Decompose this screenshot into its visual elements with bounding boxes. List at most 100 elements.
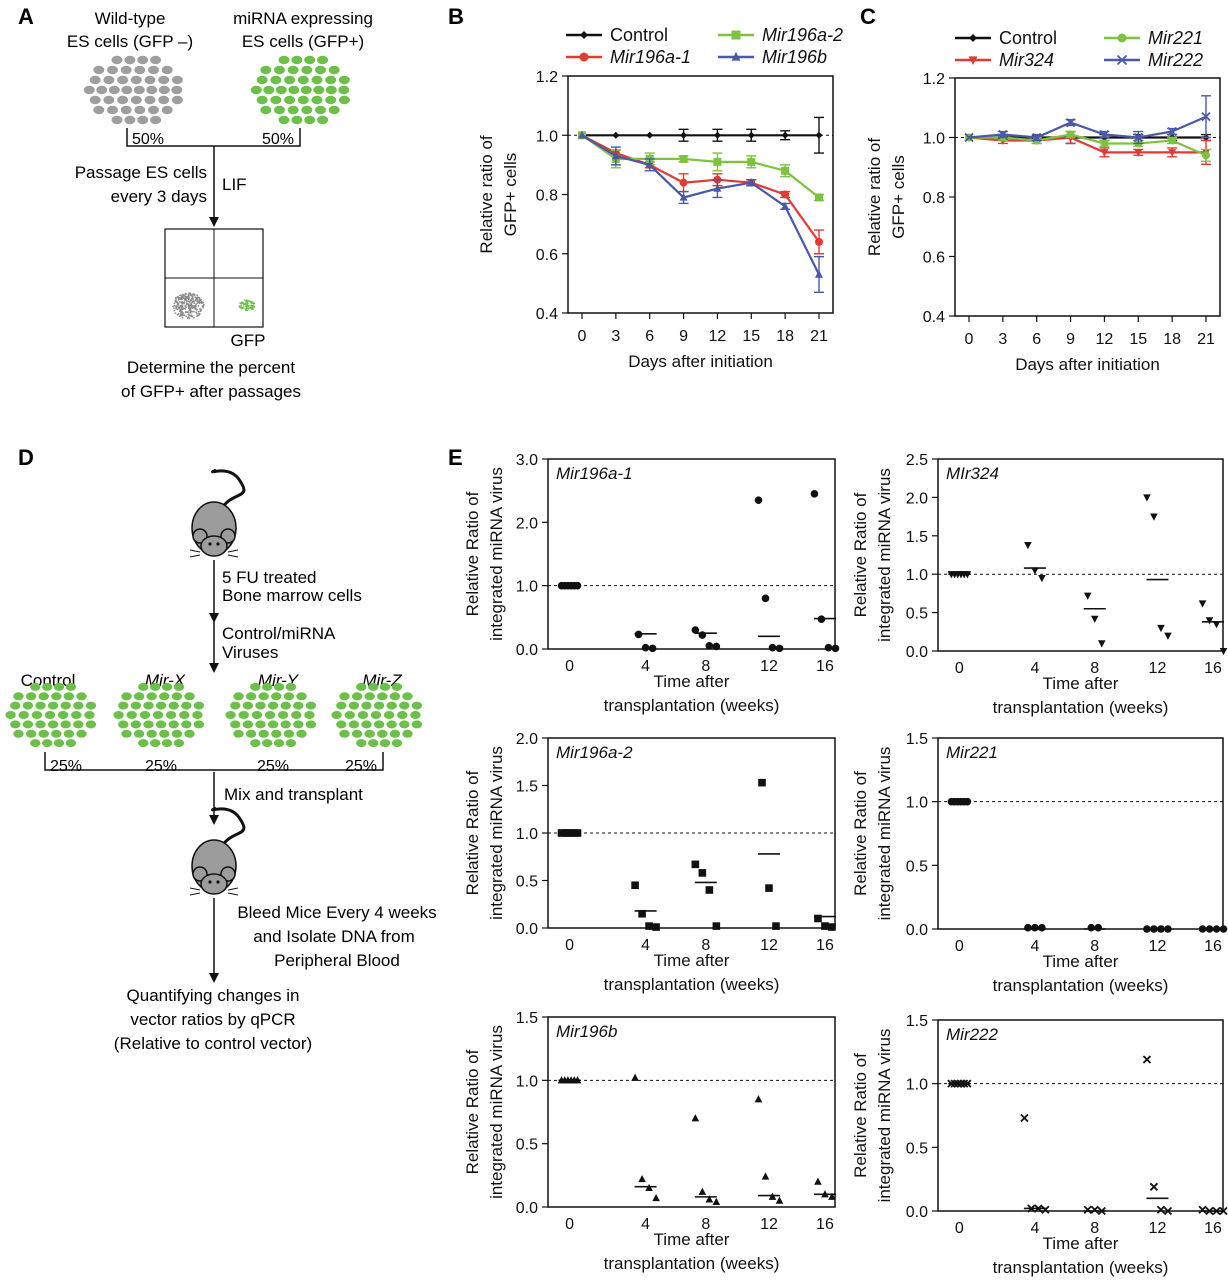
- green-cell: [155, 701, 167, 710]
- data-point: [781, 166, 790, 175]
- green-cell: [30, 739, 41, 748]
- chart-e-mir196b: Mir196b 0.0 0.5 1.0 1.5 0 4 8 12 16 Time after tran…: [463, 1010, 836, 1273]
- x-tick-label: 15: [1129, 331, 1147, 348]
- data-point: [641, 643, 650, 652]
- green-cell: [139, 711, 151, 719]
- green-cell: [84, 711, 95, 719]
- facs-dot: [176, 296, 179, 299]
- y-axis-label-line1: Relative ratio of: [477, 135, 496, 253]
- green-cell: [391, 682, 403, 691]
- green-cell: [146, 729, 157, 738]
- x-tick-label: 0: [565, 658, 574, 675]
- facs-dot: [179, 301, 181, 303]
- facs-dot: [193, 302, 196, 304]
- facs-dot: [197, 304, 200, 307]
- group-week-0: [557, 829, 582, 837]
- group-week-4: [1020, 1113, 1050, 1214]
- green-cell: [73, 720, 84, 729]
- facs-dot: [188, 309, 191, 312]
- y-tick-label: 0.0: [516, 921, 538, 938]
- green-cell: [364, 729, 375, 738]
- green-cell: [262, 682, 273, 691]
- facs-dot: [183, 294, 185, 296]
- facs-dot: [246, 306, 249, 308]
- y-axis-label-line1: Relative Ratio of: [851, 771, 870, 896]
- group-week-4: [1023, 923, 1046, 932]
- x-tick-label: 12: [760, 937, 778, 954]
- facs-dot: [196, 313, 198, 315]
- facs-dot: [196, 294, 198, 297]
- group-week-16: [813, 1177, 836, 1200]
- green-cell: [193, 720, 205, 729]
- legend-entry: Control: [999, 28, 1057, 48]
- y-tick-label: 0.8: [923, 190, 945, 207]
- green-cell: [53, 739, 65, 748]
- x-axis-label-line2: transplantation (weeks): [993, 976, 1169, 995]
- x-tick-label: 8: [701, 937, 710, 954]
- series-line: [968, 115, 1207, 139]
- y-tick-label: 1.5: [516, 779, 538, 796]
- facs-dot: [173, 307, 175, 310]
- data-point: [1094, 923, 1103, 932]
- gray-cell: [108, 85, 120, 95]
- green-cell: [291, 115, 303, 125]
- mouse-whiskers: [189, 549, 239, 558]
- quant-line2: vector ratios by qPCR: [130, 1010, 295, 1029]
- data-point: [1149, 1182, 1159, 1191]
- data-point: [1100, 139, 1109, 148]
- x-axis-label-line1: Time after: [654, 951, 730, 970]
- facs-dot: [246, 303, 248, 306]
- gray-cell: [171, 85, 183, 95]
- facs-dot: [190, 304, 193, 306]
- facs-dot: [191, 301, 194, 303]
- x-tick-label: 21: [810, 328, 828, 345]
- gray-cell: [107, 65, 118, 75]
- legend-marker: [1116, 54, 1128, 66]
- group-week-16: [1198, 1205, 1228, 1216]
- data-point: [712, 1197, 721, 1205]
- green-cell: [305, 720, 317, 729]
- facs-dot: [190, 298, 193, 301]
- green-cell: [351, 692, 363, 701]
- green-cell: [389, 729, 401, 738]
- gray-cell: [150, 115, 162, 125]
- facs-dot: [177, 304, 180, 306]
- facs-dot: [195, 311, 198, 314]
- y-tick-label: 0.5: [906, 606, 928, 623]
- legend-entry: Mir221: [1148, 28, 1203, 48]
- mouse-head: [200, 873, 228, 895]
- green-cell: [256, 75, 268, 85]
- green-cell: [399, 701, 410, 710]
- green-cell: [171, 692, 183, 701]
- facs-dot: [193, 294, 196, 297]
- data-point: [679, 178, 688, 187]
- green-cell: [22, 701, 34, 710]
- green-cell: [250, 739, 261, 748]
- plot-frame: [937, 458, 1224, 652]
- legend-marker: [731, 52, 741, 61]
- data-point: [691, 860, 700, 869]
- data-point: [761, 1172, 770, 1180]
- green-cell: [30, 682, 41, 691]
- panel-letter-e: E: [448, 445, 463, 470]
- green-cell: [386, 701, 397, 710]
- facs-dot: [179, 294, 182, 297]
- data-point: [1024, 541, 1032, 550]
- data-point: [1157, 624, 1165, 633]
- gray-cell: [121, 85, 133, 95]
- y-axis-label-line1: Relative Ratio of: [463, 1049, 482, 1174]
- group-week-8: [691, 626, 721, 651]
- x-tick-label: 8: [1090, 1220, 1099, 1237]
- green-cell: [184, 692, 195, 701]
- green-cell: [338, 95, 350, 105]
- facs-dot: [199, 308, 201, 310]
- facs-dot: [195, 303, 198, 306]
- gray-cell: [93, 65, 105, 75]
- green-cell: [285, 682, 297, 691]
- group-week-8: [1083, 923, 1106, 932]
- wildtype-cell-cluster: [83, 55, 183, 125]
- passage-line1: Passage ES cells: [75, 163, 207, 182]
- determine-line1: Determine the percent: [127, 358, 295, 377]
- green-cell: [271, 729, 282, 738]
- y-tick-label: 1.0: [516, 1073, 538, 1090]
